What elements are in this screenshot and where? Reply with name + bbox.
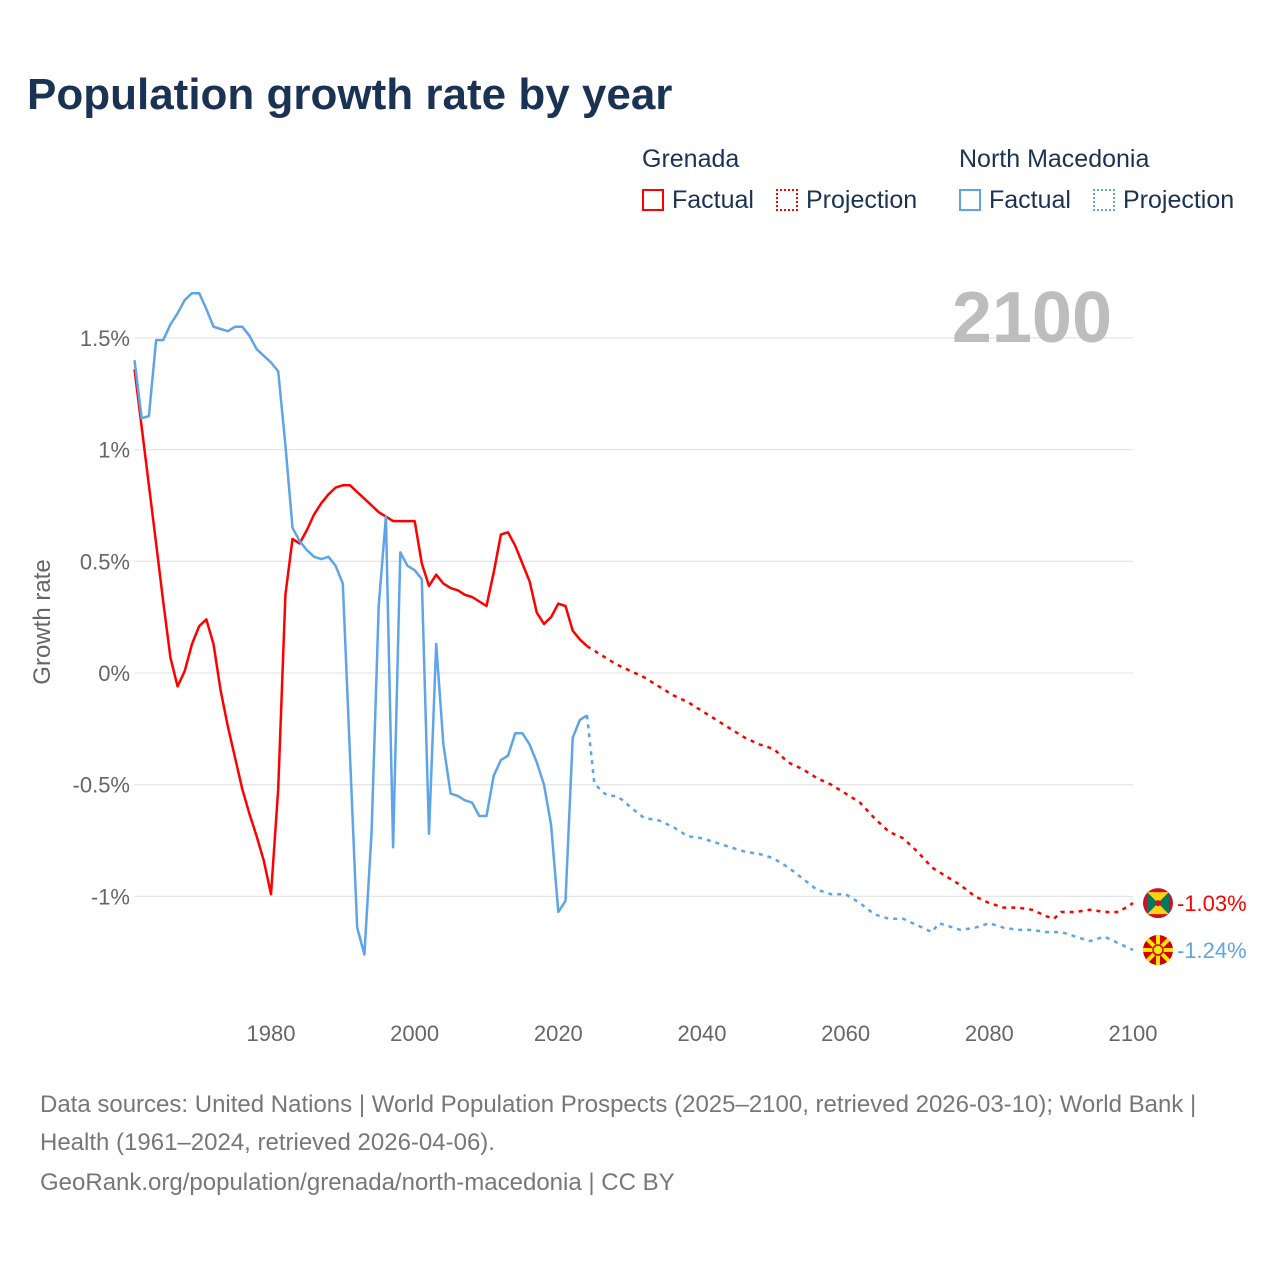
x-tick-label: 2020 [534, 1021, 583, 1046]
series-line-factual-1 [133, 291, 588, 956]
footer-link[interactable]: GeoRank.org/population/grenada/north-mac… [40, 1169, 675, 1196]
x-tick-label: 2080 [965, 1021, 1014, 1046]
north-macedonia-flag-icon [1143, 935, 1173, 966]
legend-label: Factual [989, 186, 1071, 214]
legend-swatch-solid [959, 189, 981, 211]
y-tick-label: 1.5% [80, 326, 130, 351]
x-tick-label: 2100 [1109, 1021, 1158, 1046]
y-tick-label: 0.5% [80, 549, 130, 574]
chart-title: Population growth rate by year [27, 70, 673, 119]
legend-swatch-dotted [776, 189, 798, 211]
x-tick-label: 2060 [821, 1021, 870, 1046]
legend-swatch-solid [642, 189, 664, 211]
footer-sources: Data sources: United Nations | World Pop… [40, 1091, 1197, 1156]
legend-label: Projection [1123, 186, 1235, 214]
legend-nmk-projection[interactable]: Projection [1093, 186, 1234, 215]
legend-grenada-projection[interactable]: Projection [776, 186, 917, 215]
series-line-factual-0 [133, 369, 588, 896]
y-tick-label: -0.5% [73, 773, 130, 798]
series-line-projection-1 [585, 715, 1134, 952]
legend-group-north-macedonia: North Macedonia [959, 145, 1150, 173]
y-tick-label: -1% [91, 884, 130, 909]
legend-grenada-factual[interactable]: Factual [642, 186, 754, 215]
end-value-label: -1.03% [1177, 891, 1247, 916]
grenada-flag-icon [1143, 888, 1173, 919]
legend-label: Projection [806, 186, 918, 214]
legend-label: Factual [672, 186, 754, 214]
legend-swatch-dotted [1093, 189, 1115, 211]
y-axis-label: Growth rate [29, 559, 56, 684]
y-tick-label: 1% [98, 438, 130, 463]
year-watermark: 2100 [952, 278, 1112, 358]
series-line-projection-0 [586, 645, 1134, 921]
end-value-label: -1.24% [1177, 938, 1247, 963]
x-tick-label: 1980 [247, 1021, 296, 1046]
legend-group-grenada: Grenada [642, 145, 740, 173]
y-tick-label: 0% [98, 661, 130, 686]
x-tick-label: 2040 [678, 1021, 727, 1046]
legend-nmk-factual[interactable]: Factual [959, 186, 1071, 215]
x-tick-label: 2000 [390, 1021, 439, 1046]
